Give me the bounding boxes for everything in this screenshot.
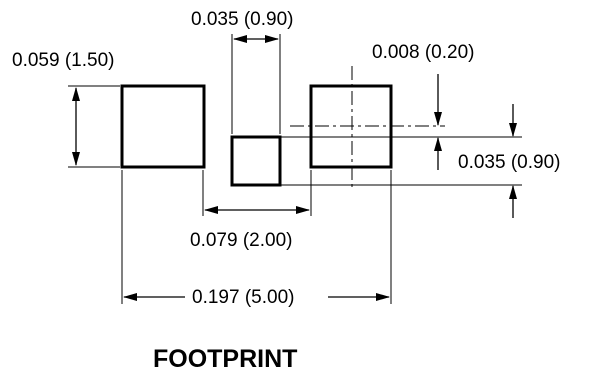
footprint-title: FOOTPRINT bbox=[153, 345, 297, 373]
center-pad-width-label: 0.035 (0.90) bbox=[191, 9, 293, 30]
pad-spacing-label: 0.079 (2.00) bbox=[190, 230, 292, 251]
overall-width-label: 0.197 (5.00) bbox=[192, 287, 294, 308]
offset-label: 0.008 (0.20) bbox=[372, 42, 474, 63]
pad-height-label: 0.059 (1.50) bbox=[12, 50, 114, 71]
centerlines bbox=[290, 66, 445, 190]
extension-lines bbox=[68, 34, 522, 304]
center-pad-height-label: 0.035 (0.90) bbox=[458, 152, 560, 173]
dimension-lines bbox=[72, 35, 517, 301]
left-pad bbox=[120, 84, 206, 169]
center-pad bbox=[230, 135, 282, 187]
